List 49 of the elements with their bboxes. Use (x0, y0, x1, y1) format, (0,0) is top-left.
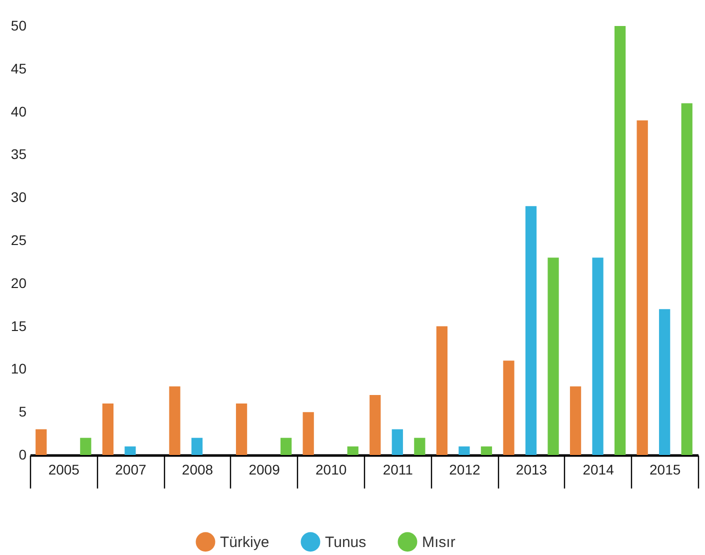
bar (636, 120, 648, 455)
legend-label: Tunus (325, 534, 366, 551)
bar (280, 438, 292, 455)
bar (548, 258, 559, 455)
bar (169, 386, 180, 455)
bar (480, 446, 492, 455)
y-tick-label: 20 (10, 274, 27, 291)
bar (392, 429, 403, 455)
x-tick-label: 2013 (516, 462, 548, 478)
x-tick-label: 2012 (449, 462, 480, 478)
bar (347, 446, 358, 455)
x-tick-label: 2015 (650, 462, 681, 478)
y-tick-label: 15 (10, 318, 27, 334)
y-tick-label: 45 (10, 60, 27, 76)
bar (681, 103, 692, 455)
y-tick-label: 5 (18, 404, 27, 420)
x-tick-label: 2009 (248, 462, 280, 478)
y-tick-label: 35 (10, 146, 27, 162)
bar (191, 438, 203, 455)
bar (436, 326, 448, 455)
bar (614, 26, 626, 455)
y-tick-label: 30 (10, 189, 27, 206)
x-tick-label: 2014 (582, 462, 614, 478)
bar (102, 404, 114, 455)
y-tick-label: 10 (10, 360, 27, 377)
bar (659, 309, 670, 455)
x-tick-label: 2008 (182, 462, 214, 478)
y-tick-label: 0 (18, 446, 27, 462)
bar (592, 258, 604, 455)
y-tick-label: 50 (10, 18, 27, 34)
x-tick-label: 2005 (48, 462, 80, 478)
y-tick-label: 40 (10, 103, 27, 120)
bar (525, 206, 537, 455)
x-tick-label: 2010 (316, 462, 347, 478)
bar (124, 446, 136, 455)
legend-label: Türkiye (220, 534, 270, 551)
bar (458, 446, 470, 455)
bar (36, 429, 47, 455)
bar (370, 394, 381, 455)
bar (302, 412, 314, 455)
x-tick-label: 2011 (382, 462, 414, 478)
y-tick-label: 25 (10, 232, 27, 248)
x-tick-label: 2007 (115, 462, 146, 478)
bar (570, 386, 582, 455)
bar (236, 404, 248, 455)
bar (80, 438, 92, 455)
bar (414, 438, 426, 455)
bar (503, 360, 514, 455)
legend-label: Mısır (422, 534, 456, 551)
